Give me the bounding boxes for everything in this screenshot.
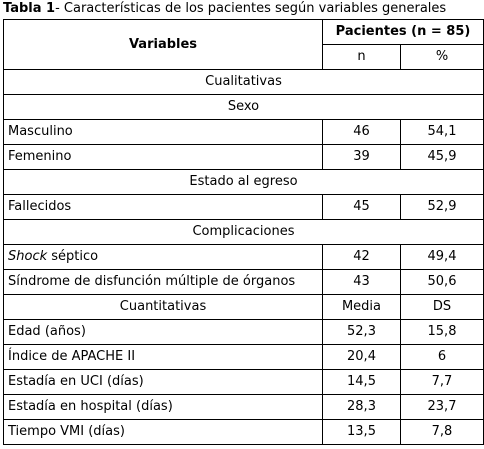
row-label-rest: séptico (47, 249, 99, 264)
row-label: Edad (años) (3, 319, 323, 345)
row-ds: 6 (400, 344, 484, 370)
row-pct: 50,6 (400, 269, 484, 295)
section-sexo: Sexo (3, 94, 484, 120)
table-row: Shock séptico 42 49,4 (3, 244, 484, 270)
section-cuantitativas: Cuantitativas (3, 294, 323, 320)
header-ds: DS (400, 294, 484, 320)
row-label: Femenino (3, 144, 323, 170)
row-n: 42 (322, 244, 401, 270)
table-row: Estadía en UCI (días) 14,5 7,7 (3, 369, 484, 395)
row-pct: 52,9 (400, 194, 484, 220)
row-media: 20,4 (322, 344, 401, 370)
row-label-italic: Shock (8, 249, 48, 264)
caption-label: Tabla 1 (3, 1, 56, 16)
table-row: Tiempo VMI (días) 13,5 7,8 (3, 419, 484, 445)
table-row: Femenino 39 45,9 (3, 144, 484, 170)
row-n: 43 (322, 269, 401, 295)
row-media: 52,3 (322, 319, 401, 345)
table-row: Síndrome de disfunción múltiple de órgan… (3, 269, 484, 295)
row-media: 28,3 (322, 394, 401, 420)
row-pct: 54,1 (400, 119, 484, 145)
row-label: Fallecidos (3, 194, 323, 220)
table-row: Edad (años) 52,3 15,8 (3, 319, 484, 345)
header-percent: % (400, 44, 484, 70)
header-media: Media (322, 294, 401, 320)
row-label: Masculino (3, 119, 323, 145)
row-label: Estadía en UCI (días) (3, 369, 323, 395)
patients-table: Variables Pacientes (n = 85) n % Cualita… (3, 19, 484, 445)
header-variables: Variables (3, 19, 323, 70)
row-label: Estadía en hospital (días) (3, 394, 323, 420)
caption-text: - Características de los pacientes según… (55, 1, 447, 16)
row-ds: 7,8 (400, 419, 484, 445)
section-complicaciones: Complicaciones (3, 219, 484, 245)
row-n: 45 (322, 194, 401, 220)
section-estado-egreso: Estado al egreso (3, 169, 484, 195)
row-pct: 45,9 (400, 144, 484, 170)
table-row: Fallecidos 45 52,9 (3, 194, 484, 220)
row-label: Índice de APACHE II (3, 344, 323, 370)
row-ds: 15,8 (400, 319, 484, 345)
header-patients: Pacientes (n = 85) (322, 19, 484, 45)
row-media: 13,5 (322, 419, 401, 445)
row-label: Tiempo VMI (días) (3, 419, 323, 445)
section-cualitativas: Cualitativas (3, 69, 484, 95)
row-label: Síndrome de disfunción múltiple de órgan… (3, 269, 323, 295)
row-ds: 7,7 (400, 369, 484, 395)
row-n: 46 (322, 119, 401, 145)
row-label: Shock séptico (3, 244, 323, 270)
row-ds: 23,7 (400, 394, 484, 420)
table-caption: Tabla 1- Características de los paciente… (3, 0, 446, 18)
table-row: Masculino 46 54,1 (3, 119, 484, 145)
header-n: n (322, 44, 401, 70)
row-media: 14,5 (322, 369, 401, 395)
row-n: 39 (322, 144, 401, 170)
row-pct: 49,4 (400, 244, 484, 270)
table-row: Índice de APACHE II 20,4 6 (3, 344, 484, 370)
table-row: Estadía en hospital (días) 28,3 23,7 (3, 394, 484, 420)
